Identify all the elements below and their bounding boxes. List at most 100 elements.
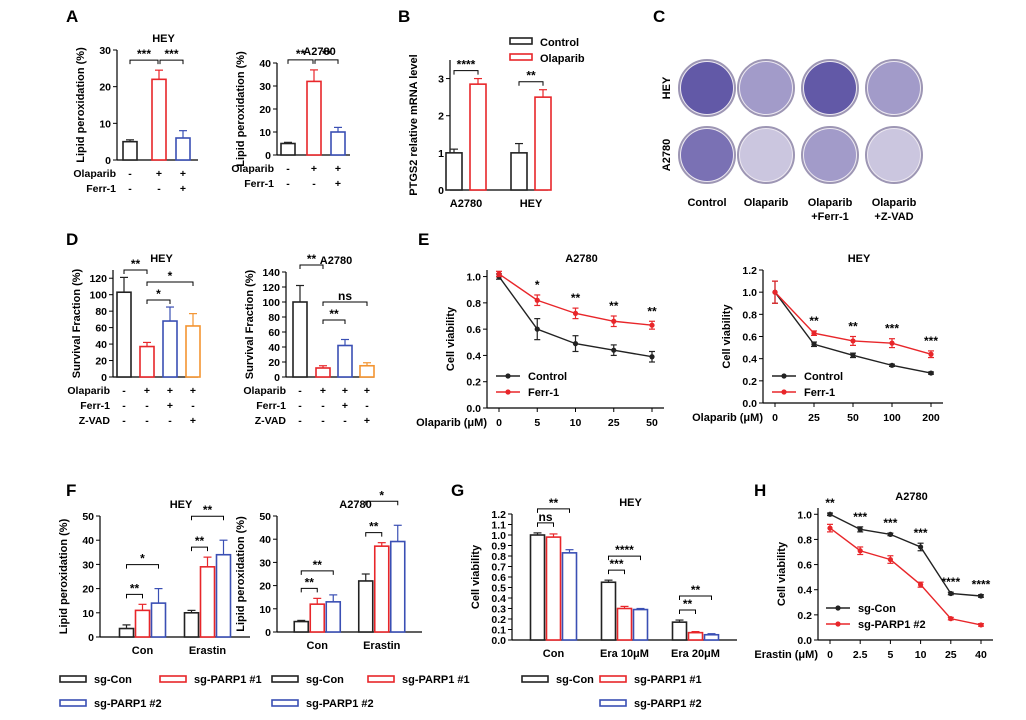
bar xyxy=(687,631,704,641)
culture-well xyxy=(865,126,923,184)
row-label: HEY xyxy=(661,76,673,99)
significance-label: ** xyxy=(647,304,657,318)
data-point xyxy=(534,326,540,332)
treatment-mark: - xyxy=(157,183,161,195)
legend-label: sg-PARP1 #2 xyxy=(306,698,374,710)
data-point xyxy=(611,347,617,353)
significance-bracket xyxy=(679,595,712,601)
panel-label-g: G xyxy=(451,481,464,500)
y-tick-label: 20 xyxy=(259,104,271,116)
significance-label: *** xyxy=(914,526,928,540)
treatment-mark: + xyxy=(342,400,348,412)
legend-swatch xyxy=(509,53,533,61)
bar xyxy=(357,580,374,633)
legend-label: Control xyxy=(528,371,567,383)
significance-bracket xyxy=(146,281,194,286)
chart-title: A2780 xyxy=(320,255,352,267)
significance-bracket xyxy=(679,609,696,615)
significance-bracket xyxy=(159,59,184,65)
data-point xyxy=(572,341,579,347)
panel-label-e: E xyxy=(418,230,429,249)
treatment-label: Ferr-1 xyxy=(80,400,110,412)
category-label: Erastin xyxy=(189,645,227,657)
chart-h-a2780: 0.0 0.2 0.4 0.6 0.8 1.0 Cell viability A2780 0 2.… xyxy=(754,491,993,661)
significance-label: *** xyxy=(609,557,623,571)
bar xyxy=(122,140,138,161)
category-label: Con xyxy=(132,645,154,657)
column-label: Olaparib xyxy=(808,197,853,209)
y-tick-label: 0.3 xyxy=(491,604,506,616)
significance-bracket xyxy=(314,59,339,64)
significance-bracket xyxy=(453,70,479,75)
legend-label: Ferr-1 xyxy=(804,387,835,399)
y-tick-label: 50 xyxy=(82,511,94,523)
treatment-mark: - xyxy=(122,400,126,412)
significance-label: ** xyxy=(131,257,141,271)
y-axis-title: PTGS2 relative mRNA level xyxy=(408,54,420,195)
y-tick-label: 0 xyxy=(438,185,444,197)
x-tick-label: 5 xyxy=(887,649,893,661)
legend-marker xyxy=(505,389,511,395)
y-tick-label: 30 xyxy=(99,45,111,57)
bar xyxy=(116,291,132,378)
y-tick-label: 30 xyxy=(259,557,271,569)
data-point xyxy=(496,271,502,277)
significance-label: **** xyxy=(615,543,634,557)
x-axis-title: Erastin (μM) xyxy=(754,649,818,661)
x-tick-label: 50 xyxy=(847,412,859,424)
chart-title: HEY xyxy=(170,499,193,511)
data-point xyxy=(857,548,863,554)
treatment-label: Olaparib xyxy=(231,163,274,175)
y-tick-label: 0 xyxy=(88,632,94,644)
significance-label: *** xyxy=(883,516,897,530)
treatment-label: Ferr-1 xyxy=(244,178,274,190)
chart-title: HEY xyxy=(150,253,173,265)
significance-label: ** xyxy=(848,320,858,334)
legend-label: sg-PARP1 #1 xyxy=(634,674,702,686)
culture-well xyxy=(737,59,795,117)
y-tick-label: 1.1 xyxy=(491,520,506,532)
data-point xyxy=(534,297,540,303)
y-axis-title: Survival Fraction (%) xyxy=(244,269,256,379)
significance-bracket xyxy=(129,59,159,65)
culture-well xyxy=(737,126,795,184)
significance-bracket xyxy=(191,515,224,521)
significance-bracket xyxy=(608,569,625,575)
bar xyxy=(280,142,296,156)
treatment-mark: + xyxy=(342,385,348,397)
data-point xyxy=(887,556,894,563)
bar xyxy=(600,581,617,641)
y-tick-label: 1.0 xyxy=(797,509,812,521)
y-tick-label: 100 xyxy=(89,290,107,302)
x-tick-label: 2.5 xyxy=(853,649,868,661)
significance-bracket xyxy=(191,546,208,552)
y-tick-label: 60 xyxy=(95,323,107,335)
significance-label: ** xyxy=(307,252,317,266)
significance-label: * xyxy=(379,488,384,502)
bar xyxy=(139,345,155,378)
data-point xyxy=(850,352,856,358)
treatment-mark: - xyxy=(298,415,302,427)
y-tick-label: 0.6 xyxy=(466,324,481,336)
y-tick-label: 30 xyxy=(259,81,271,93)
chart-title: A2780 xyxy=(895,491,927,503)
y-tick-label: 0.6 xyxy=(491,572,506,584)
chart-d-a2780: 0 20 40 60 80 100 120 140 Survival Fraction (%) A… xyxy=(243,252,375,427)
bar xyxy=(162,320,178,378)
data-point xyxy=(611,318,617,324)
treatment-mark: - xyxy=(365,400,369,412)
chart-e-hey: 0.0 0.2 0.4 0.6 0.8 1.0 1.2 Cell viability HEY 0 2… xyxy=(692,253,943,424)
legend-marker xyxy=(781,373,787,379)
chart-a-hey: 0 10 20 30 Lipid peroxidation (%) HEY Olaparib… xyxy=(73,33,198,195)
data-point xyxy=(887,531,894,538)
y-axis-title: Cell viability xyxy=(776,541,788,606)
legend-label: sg-Con xyxy=(306,674,344,686)
legend-marker xyxy=(835,621,841,627)
treatment-label: Olaparib xyxy=(67,385,110,397)
significance-label: ** xyxy=(203,503,213,517)
y-tick-label: 20 xyxy=(95,356,107,368)
treatment-mark: + xyxy=(167,400,173,412)
colony-assay-panel: HEY A2780 Control Olaparib Olaparib +Ferr-1 Ol… xyxy=(661,59,923,223)
bar xyxy=(632,608,649,641)
